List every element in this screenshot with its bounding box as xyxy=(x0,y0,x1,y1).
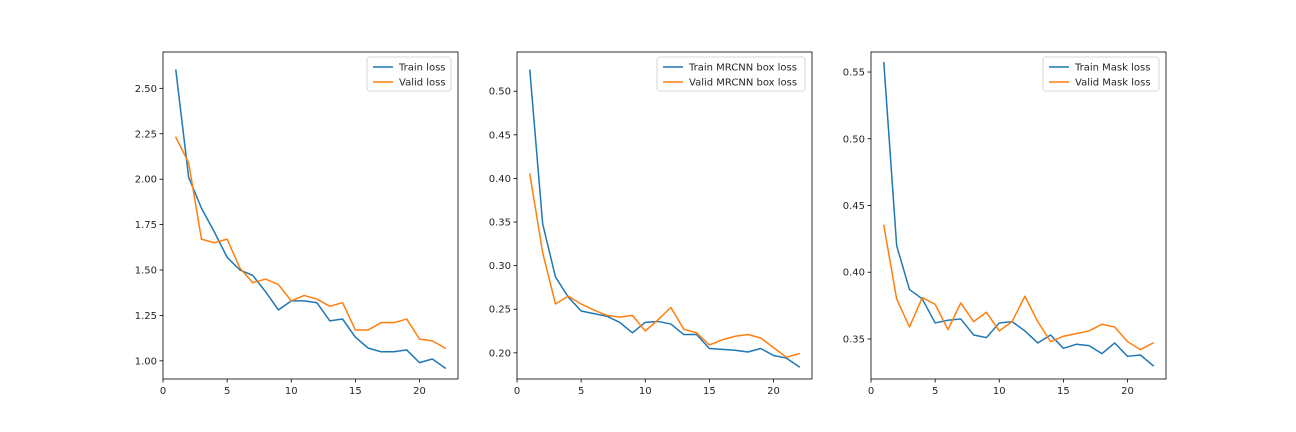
series-line-valid xyxy=(174,136,447,350)
x-tick-label: 10 xyxy=(993,386,1006,397)
x-tick-label: 5 xyxy=(578,386,584,397)
x-tick-label: 15 xyxy=(349,386,362,397)
x-tick-label: 10 xyxy=(285,386,298,397)
legend: Train Mask loss Valid Mask loss xyxy=(1042,56,1160,92)
y-tick-label: 0.25 xyxy=(489,305,511,316)
y-tick-label: 1.00 xyxy=(135,356,157,367)
series-line-valid xyxy=(882,224,1155,351)
legend-label-train: Train Mask loss xyxy=(1074,63,1150,74)
legend-box xyxy=(1042,56,1160,92)
x-tick-label: 20 xyxy=(413,386,426,397)
y-tick-label: 0.35 xyxy=(489,218,511,229)
x-tick-label: 20 xyxy=(767,386,780,397)
y-tick-label: 0.30 xyxy=(489,261,511,272)
x-tick-label: 0 xyxy=(868,386,874,397)
y-tick-label: 0.40 xyxy=(489,174,511,185)
y-tick-label: 2.00 xyxy=(135,175,157,186)
x-tick-label: 5 xyxy=(224,386,230,397)
legend-box xyxy=(656,56,806,92)
x-tick-label: 15 xyxy=(1057,386,1070,397)
legend-label-valid: Valid MRCNN box loss xyxy=(689,78,797,89)
legend-label-valid: Valid Mask loss xyxy=(1075,78,1151,89)
chart-mrcnn-box-loss: 0 5 10 15 20 0.20 0.25 0.30 0.35 0.40 0.45 0.50 Trai… xyxy=(489,51,813,397)
legend-label-valid: Valid loss xyxy=(399,78,446,89)
plot-frame xyxy=(516,51,813,380)
y-tick-label: 1.50 xyxy=(135,266,157,277)
y-tick-label: 2.50 xyxy=(135,84,157,95)
legend: Train MRCNN box loss Valid MRCNN box loss xyxy=(656,56,806,92)
series-line-train xyxy=(883,61,1155,367)
y-tick-label: 0.55 xyxy=(843,68,865,79)
chart-total-loss: 0 5 10 15 20 1.00 1.25 1.50 1.75 2.00 2.25 2.50 Trai… xyxy=(135,51,459,397)
y-tick-label: 0.20 xyxy=(489,348,511,359)
series-line-train xyxy=(174,69,447,370)
x-tick-label: 0 xyxy=(160,386,166,397)
x-tick-label: 5 xyxy=(932,386,938,397)
x-tick-label: 20 xyxy=(1121,386,1134,397)
y-tick-label: 1.75 xyxy=(135,220,157,231)
chart-mask-loss: 0 5 10 15 20 0.35 0.40 0.45 0.50 0.55 Train Mask l… xyxy=(843,51,1167,397)
x-tick-label: 0 xyxy=(514,386,520,397)
y-tick-label: 0.45 xyxy=(489,130,511,141)
y-tick-label: 0.50 xyxy=(489,87,511,98)
y-tick-label: 0.35 xyxy=(843,334,865,345)
y-tick-label: 2.25 xyxy=(135,129,157,140)
y-tick-label: 0.40 xyxy=(843,268,865,279)
series-line-valid xyxy=(528,173,801,358)
plot-frame xyxy=(162,51,459,380)
legend-label-train: Train MRCNN box loss xyxy=(688,63,797,74)
y-tick-label: 1.25 xyxy=(135,311,157,322)
y-tick-label: 0.50 xyxy=(843,134,865,145)
series-line-train xyxy=(529,69,801,368)
plot-frame xyxy=(870,51,1167,380)
x-tick-label: 10 xyxy=(639,386,652,397)
x-tick-label: 15 xyxy=(703,386,716,397)
legend: Train loss Valid loss xyxy=(366,56,452,92)
y-tick-label: 0.45 xyxy=(843,201,865,212)
legend-label-train: Train loss xyxy=(398,63,446,74)
